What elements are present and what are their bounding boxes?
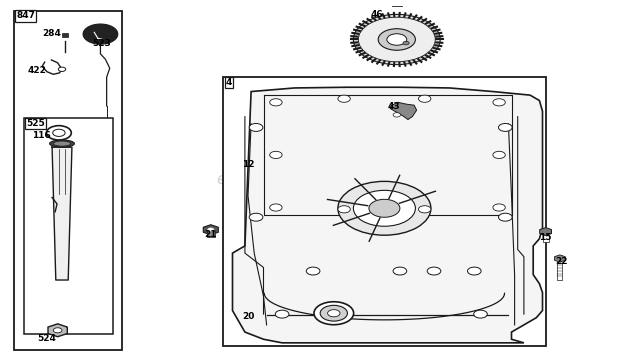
Circle shape [378,29,415,50]
Circle shape [393,267,407,275]
Circle shape [53,328,62,333]
Ellipse shape [50,140,74,147]
Text: 524: 524 [37,334,56,343]
Text: 525: 525 [26,119,45,128]
Circle shape [493,204,505,211]
Polygon shape [52,147,72,280]
Bar [557,263,562,280]
Text: 523: 523 [92,39,110,48]
Text: 12: 12 [242,160,254,169]
Circle shape [427,267,441,275]
Bar [223,77,546,346]
Circle shape [353,14,440,65]
Bar [207,231,215,237]
Circle shape [403,41,409,45]
Text: 284: 284 [42,29,61,38]
Circle shape [493,151,505,159]
Polygon shape [232,87,542,343]
Circle shape [467,267,481,275]
Circle shape [387,34,407,45]
Circle shape [393,113,401,117]
Circle shape [493,99,505,106]
Text: 847: 847 [16,11,35,20]
Circle shape [46,126,71,140]
Text: 20: 20 [242,312,254,321]
Text: 422: 422 [28,66,46,75]
Circle shape [208,228,214,232]
Circle shape [270,151,282,159]
Bar [24,118,113,334]
Text: 43: 43 [388,102,400,111]
Circle shape [353,190,415,226]
Circle shape [358,17,435,62]
Circle shape [338,181,431,235]
Circle shape [418,206,431,213]
Circle shape [369,199,400,217]
Text: 46: 46 [371,10,383,19]
Circle shape [306,267,320,275]
Text: 4: 4 [226,78,232,87]
Circle shape [275,310,289,318]
Circle shape [338,206,350,213]
Text: 15: 15 [539,233,552,242]
Circle shape [327,309,340,317]
Bar [14,11,122,350]
Circle shape [498,123,512,131]
Circle shape [314,302,353,325]
Circle shape [418,95,431,102]
Polygon shape [203,225,218,235]
Polygon shape [48,324,68,337]
Polygon shape [554,255,565,262]
Circle shape [83,24,118,44]
Text: 22: 22 [555,257,567,266]
Bar [542,235,549,242]
Circle shape [53,129,65,136]
Polygon shape [391,102,417,120]
Circle shape [249,213,263,221]
Circle shape [498,213,512,221]
Circle shape [270,99,282,106]
Ellipse shape [53,141,71,146]
Polygon shape [539,228,552,236]
Circle shape [249,123,263,131]
Text: 21: 21 [205,230,217,239]
Circle shape [338,95,350,102]
Text: 116: 116 [32,131,51,140]
Bar [62,33,68,37]
Circle shape [58,67,66,71]
Text: eReplacementParts.com: eReplacementParts.com [216,172,404,187]
Circle shape [474,310,487,318]
Circle shape [320,305,347,321]
Circle shape [270,204,282,211]
